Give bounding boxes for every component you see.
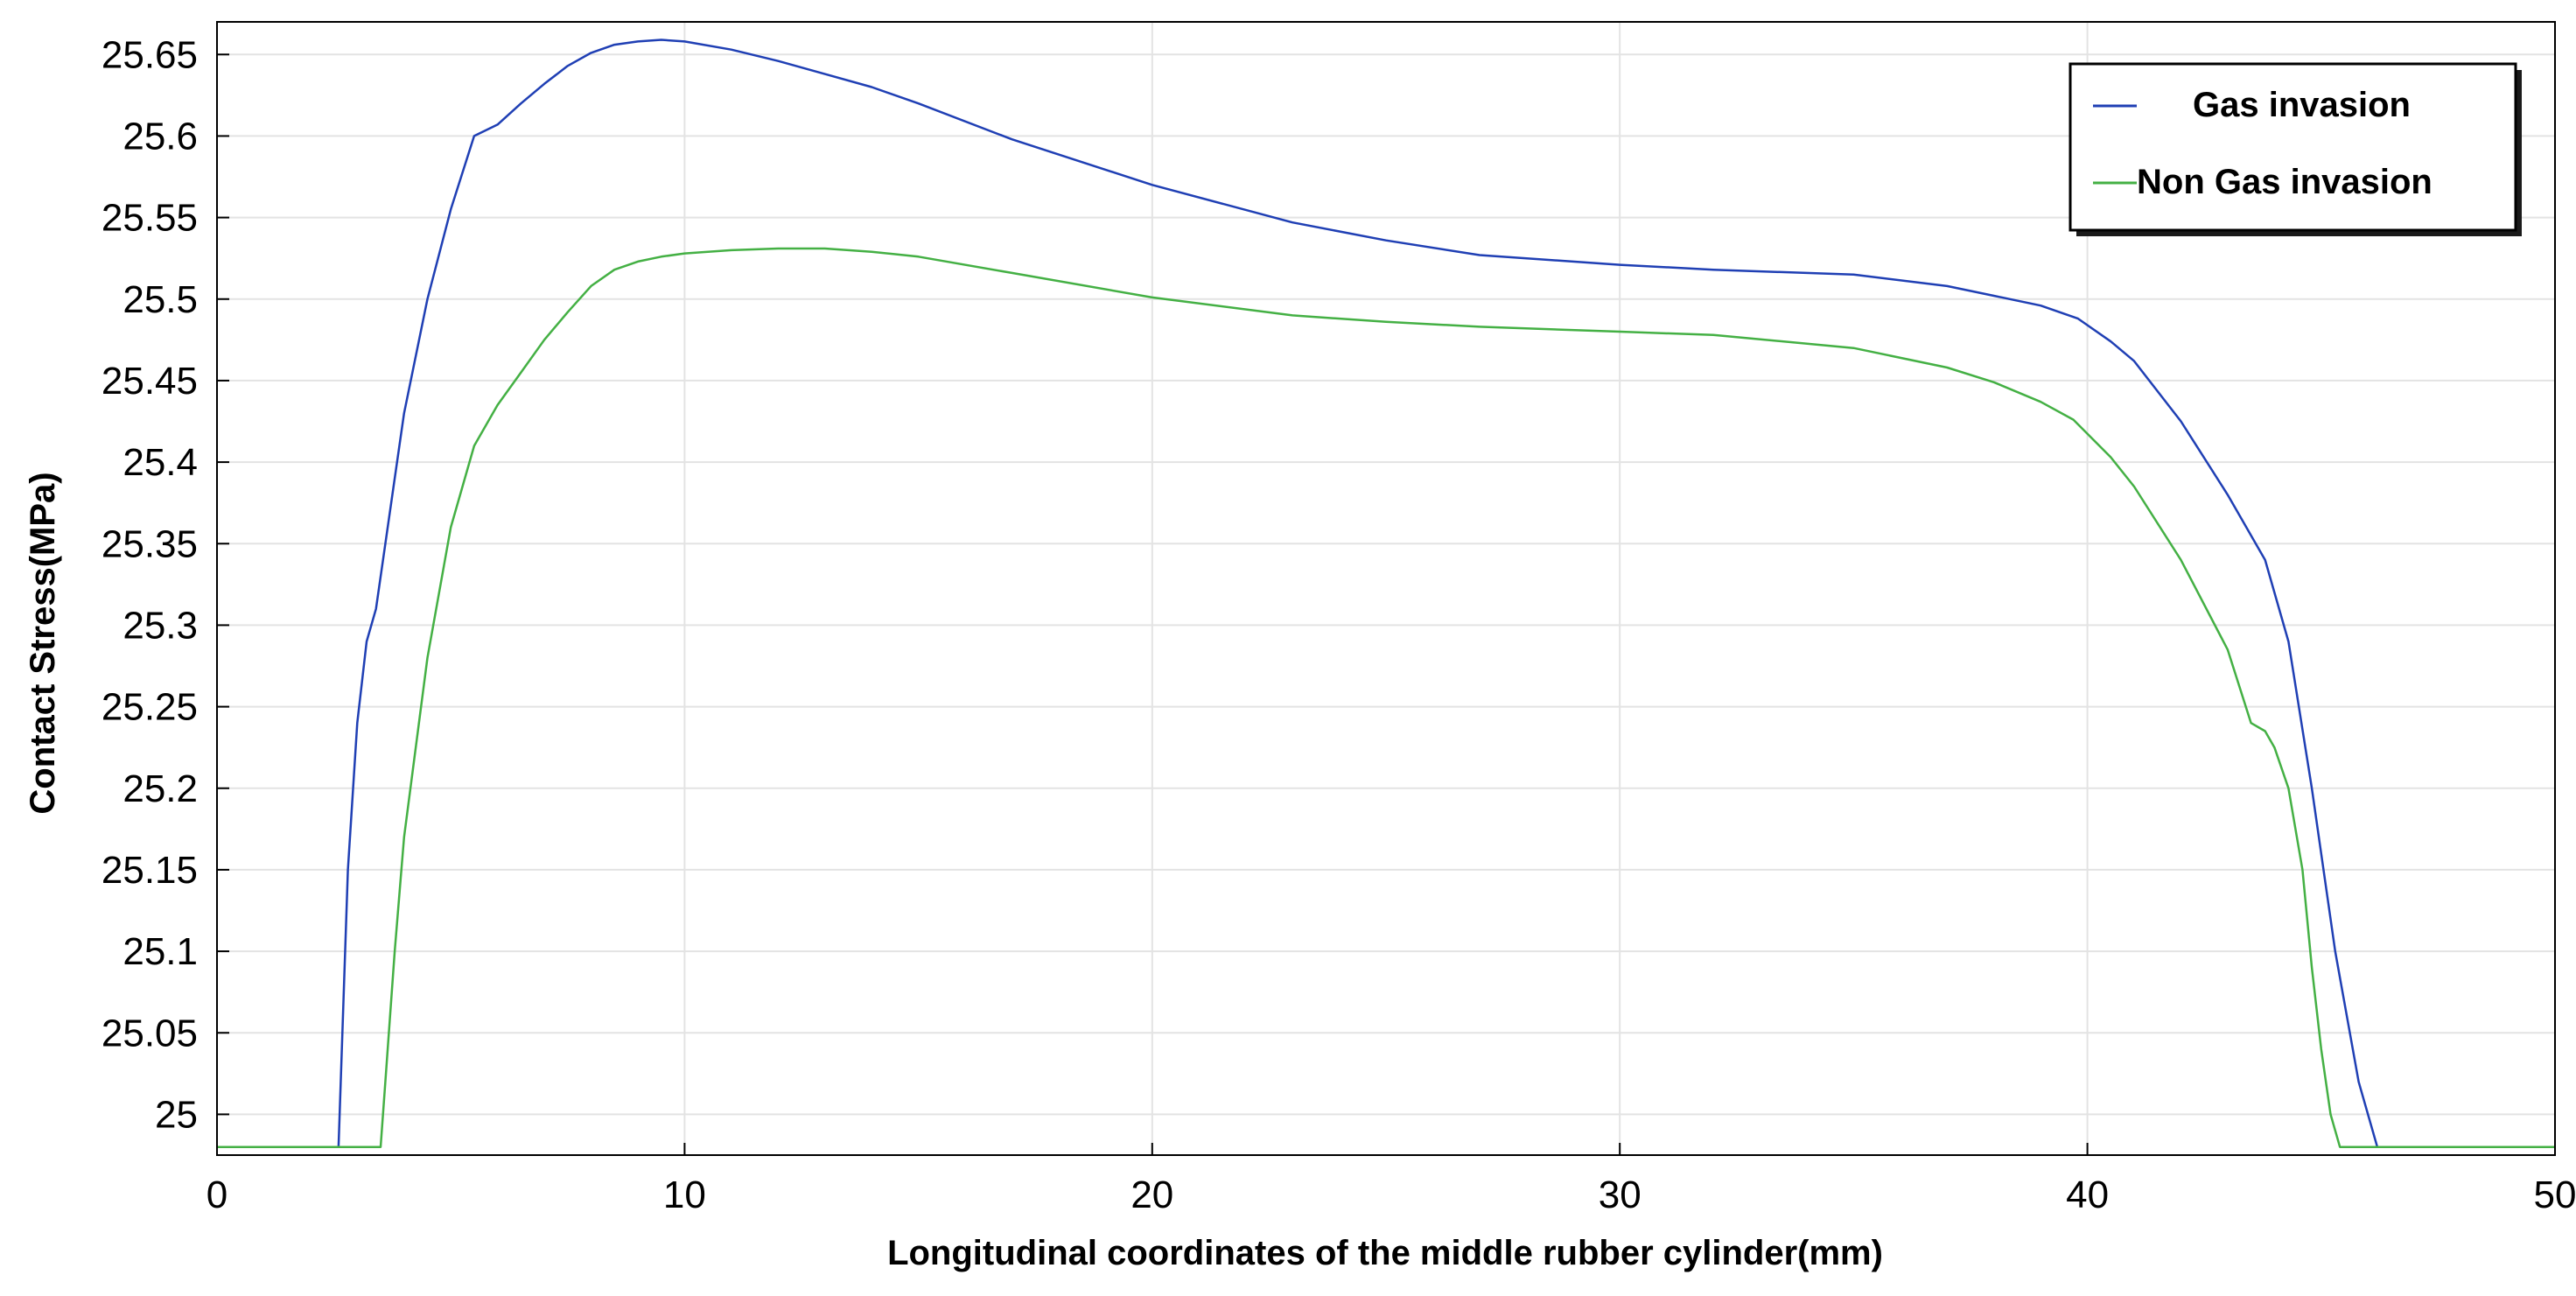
y-axis-ticks: 25 25.05 25.1 25.15 25.2 25.25 25.3 25.35 25.4 25… xyxy=(102,33,229,1136)
legend-label-non-gas-invasion: Non Gas invasion xyxy=(2137,163,2432,201)
legend-label-gas-invasion: Gas invasion xyxy=(2193,86,2411,124)
x-tick-label: 0 xyxy=(206,1173,228,1216)
y-tick-label: 25.35 xyxy=(102,522,198,565)
y-tick-label: 25.6 xyxy=(122,115,198,158)
y-tick-label: 25.4 xyxy=(122,441,198,484)
series-line-non-gas-invasion xyxy=(217,247,2555,1148)
y-tick-label: 25.3 xyxy=(122,604,198,647)
x-tick-label: 40 xyxy=(2066,1173,2109,1216)
y-axis-title: Contact Stress(MPa) xyxy=(24,472,62,814)
series-lines xyxy=(217,39,2555,1148)
y-tick-label: 25.05 xyxy=(102,1012,198,1054)
y-tick-label: 25.55 xyxy=(102,197,198,240)
y-tick-label: 25 xyxy=(155,1093,198,1136)
y-tick-label: 25.25 xyxy=(102,686,198,729)
x-tick-label: 30 xyxy=(1599,1173,1642,1216)
y-tick-label: 25.1 xyxy=(122,930,198,973)
legend: Gas invasion Non Gas invasion xyxy=(2068,62,2522,236)
x-tick-label: 10 xyxy=(663,1173,706,1216)
x-axis-title: Longitudinal coordinates of the middle r… xyxy=(887,1234,1883,1272)
x-tick-label: 50 xyxy=(2534,1173,2576,1216)
series-line-gas-invasion xyxy=(217,39,2555,1148)
y-tick-label: 25.2 xyxy=(122,767,198,810)
y-tick-label: 25.65 xyxy=(102,33,198,76)
y-tick-label: 25.5 xyxy=(122,278,198,321)
legend-box xyxy=(2068,62,2517,232)
y-tick-label: 25.15 xyxy=(102,849,198,892)
x-tick-label: 20 xyxy=(1130,1173,1173,1216)
y-tick-label: 25.45 xyxy=(102,360,198,403)
x-axis-ticks: 0 10 20 30 40 50 xyxy=(206,1143,2576,1216)
plot-area-frame xyxy=(216,21,2556,1156)
